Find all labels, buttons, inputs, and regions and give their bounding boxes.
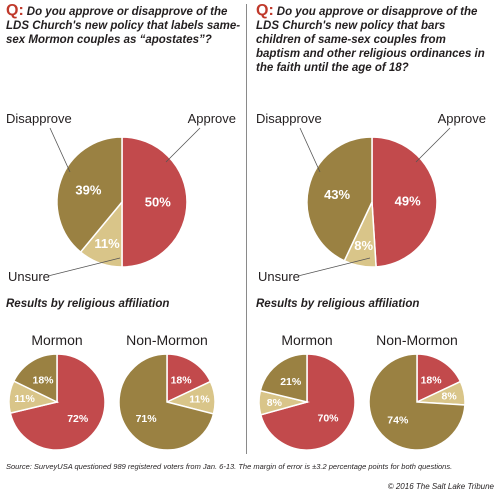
- category-label-approve: Approve: [188, 111, 236, 126]
- value-label-disapprove: 39%: [75, 182, 101, 197]
- slice-disapprove: [12, 353, 58, 404]
- pie-title: Mormon: [31, 332, 82, 348]
- q-label: Q:: [256, 2, 274, 19]
- value-label-approve: 18%: [421, 374, 443, 386]
- pie-title: Non-Mormon: [126, 332, 208, 348]
- pie-title: Mormon: [281, 332, 332, 348]
- slice-disapprove: [56, 136, 123, 254]
- value-label-unsure: 8%: [354, 238, 373, 253]
- value-label-approve: 70%: [317, 413, 339, 425]
- slice-approve: [166, 353, 212, 404]
- value-label-unsure: 11%: [189, 394, 210, 406]
- left-charts: 50%11%39%ApproveUnsureDisapprove72%11%18…: [6, 111, 236, 451]
- question-text: Do you approve or disapprove of the LDS …: [6, 6, 241, 46]
- pie-q1-non-mormon: 18% 11% 71% Non-Mormon: [118, 332, 216, 451]
- value-label-disapprove: 18%: [32, 374, 54, 386]
- right-question-panel: Q: Do you approve or disapprove of the LD…: [250, 0, 495, 458]
- leader-line: [299, 127, 321, 173]
- value-label-approve: 18%: [171, 374, 193, 386]
- pie-q1-overall: 50% 11% 39% Approve Unsure Disapprove: [6, 111, 236, 284]
- value-label-unsure: 11%: [94, 236, 120, 251]
- value-label-approve: 72%: [67, 413, 89, 425]
- slice-approve: [121, 136, 188, 268]
- value-label-disapprove: 74%: [387, 415, 409, 427]
- slice-disapprove: [118, 353, 215, 451]
- question-2: Q: Do you approve or disapprove of the LD…: [256, 2, 492, 75]
- leader-line: [47, 257, 121, 277]
- value-label-disapprove: 21%: [280, 376, 302, 388]
- leader-line: [297, 257, 371, 277]
- slice-disapprove: [259, 353, 308, 403]
- left-question-panel: Q: Do you approve or disapprove of the LD…: [0, 0, 245, 458]
- slice-disapprove: [368, 353, 466, 451]
- value-label-unsure: 8%: [442, 391, 458, 403]
- category-label-disapprove: Disapprove: [256, 111, 322, 126]
- leader-line: [415, 127, 451, 163]
- source-note: Source: SurveyUSA questioned 989 registe…: [6, 462, 453, 471]
- leader-line: [49, 127, 71, 173]
- question-1: Q: Do you approve or disapprove of the LD…: [6, 2, 242, 47]
- pie-q1-mormon: 72% 11% 18% Mormon: [8, 332, 106, 451]
- leader-line: [165, 127, 201, 163]
- value-label-approve: 50%: [145, 195, 171, 210]
- q-label: Q:: [6, 2, 24, 19]
- slice-disapprove: [306, 136, 373, 262]
- value-label-disapprove: 43%: [324, 187, 350, 202]
- question-text: Do you approve or disapprove of the LDS …: [256, 6, 485, 74]
- category-label-unsure: Unsure: [258, 269, 300, 284]
- category-label-unsure: Unsure: [8, 269, 50, 284]
- slice-approve: [416, 353, 462, 404]
- value-label-disapprove: 71%: [136, 413, 158, 425]
- category-label-approve: Approve: [438, 111, 486, 126]
- value-label-unsure: 11%: [14, 393, 35, 405]
- slice-approve: [371, 136, 438, 268]
- results-title: Results by religious affiliation: [6, 298, 170, 310]
- value-label-unsure: 8%: [267, 397, 283, 409]
- pie-q2-mormon: 70% 8% 21% Mormon: [258, 332, 356, 451]
- value-label-approve: 49%: [395, 193, 421, 208]
- panel-divider: [246, 4, 247, 454]
- right-charts: 49% 8% 43% Approve Unsure Disapprove 70% 8% 21% M…: [256, 111, 486, 451]
- pie-title: Non-Mormon: [376, 332, 458, 348]
- credit-line: © 2016 The Salt Lake Tribune: [387, 482, 494, 491]
- results-title: Results by religious affiliation: [256, 298, 420, 310]
- category-label-disapprove: Disapprove: [6, 111, 72, 126]
- pie-q2-non-mormon: 18% 8% 74% Non-Mormon: [368, 332, 466, 451]
- pie-q2-overall: 49% 8% 43% Approve Unsure Disapprove: [256, 111, 486, 284]
